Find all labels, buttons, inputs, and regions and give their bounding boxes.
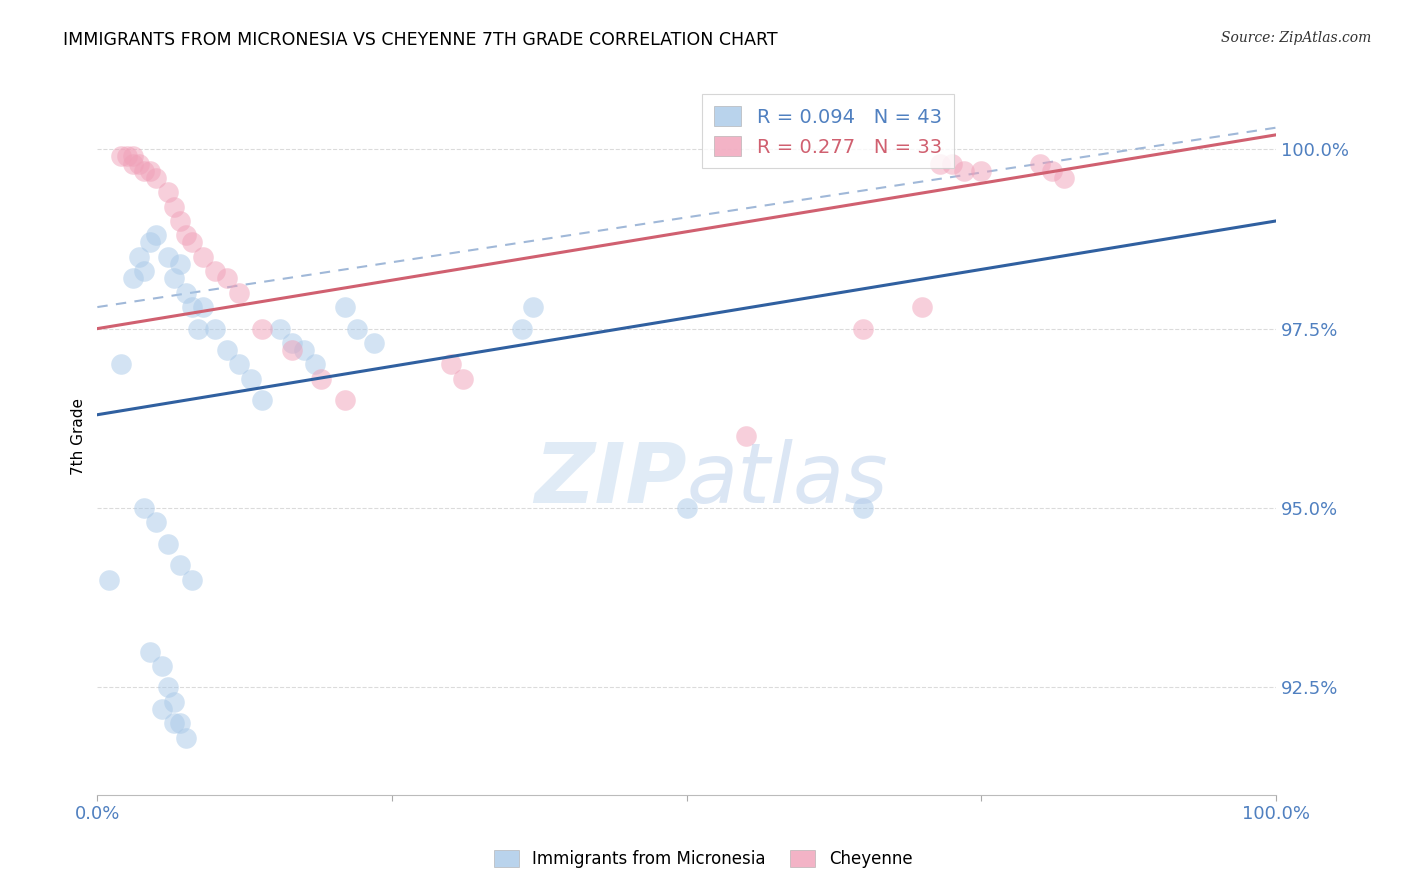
Point [1040, 163, 1063, 178]
Point [269, 321, 291, 335]
Point [121, 156, 143, 170]
Point [852, 501, 875, 516]
Point [451, 372, 474, 386]
Point [163, 716, 186, 731]
Point [139, 163, 162, 178]
Point [134, 163, 156, 178]
Point [228, 358, 250, 372]
Point [174, 731, 197, 745]
Point [157, 537, 180, 551]
Point [174, 228, 197, 243]
Point [970, 163, 993, 178]
Point [121, 271, 143, 285]
Point [204, 264, 226, 278]
Point [929, 156, 952, 170]
Point [174, 285, 197, 300]
Point [145, 228, 167, 243]
Point [281, 343, 304, 358]
Point [128, 250, 150, 264]
Point [193, 300, 215, 314]
Point [110, 358, 132, 372]
Text: IMMIGRANTS FROM MICRONESIA VS CHEYENNE 7TH GRADE CORRELATION CHART: IMMIGRANTS FROM MICRONESIA VS CHEYENNE 7… [63, 31, 778, 49]
Point [215, 271, 238, 285]
Point [363, 335, 385, 350]
Point [522, 300, 544, 314]
Point [169, 558, 191, 573]
Point [333, 393, 356, 408]
Legend: Immigrants from Micronesia, Cheyenne: Immigrants from Micronesia, Cheyenne [486, 843, 920, 875]
Point [150, 702, 173, 716]
Point [128, 156, 150, 170]
Point [440, 358, 463, 372]
Point [163, 200, 186, 214]
Point [180, 573, 202, 587]
Point [169, 257, 191, 271]
Point [304, 358, 326, 372]
Point [157, 186, 180, 200]
Text: Source: ZipAtlas.com: Source: ZipAtlas.com [1220, 31, 1371, 45]
Point [157, 250, 180, 264]
Point [292, 343, 315, 358]
Point [311, 372, 333, 386]
Point [98, 573, 121, 587]
Point [157, 681, 180, 695]
Point [252, 393, 274, 408]
Point [941, 156, 963, 170]
Text: ZIP: ZIP [534, 439, 686, 520]
Point [852, 321, 875, 335]
Point [1029, 156, 1052, 170]
Point [1053, 170, 1076, 185]
Point [134, 501, 156, 516]
Legend: R = 0.094   N = 43, R = 0.277   N = 33: R = 0.094 N = 43, R = 0.277 N = 33 [703, 95, 953, 169]
Point [150, 659, 173, 673]
Point [510, 321, 533, 335]
Point [333, 300, 356, 314]
Point [139, 235, 162, 250]
Point [145, 516, 167, 530]
Text: atlas: atlas [686, 439, 889, 520]
Point [215, 343, 238, 358]
Point [115, 149, 138, 163]
Point [180, 235, 202, 250]
Point [163, 695, 186, 709]
Point [911, 300, 934, 314]
Point [281, 335, 304, 350]
Point [163, 271, 186, 285]
Y-axis label: 7th Grade: 7th Grade [72, 398, 86, 475]
Point [186, 321, 208, 335]
Point [228, 285, 250, 300]
Point [193, 250, 215, 264]
Point [252, 321, 274, 335]
Point [121, 149, 143, 163]
Point [169, 716, 191, 731]
Point [239, 372, 262, 386]
Point [204, 321, 226, 335]
Point [169, 214, 191, 228]
Point [180, 300, 202, 314]
Point [952, 163, 974, 178]
Point [134, 264, 156, 278]
Point [145, 170, 167, 185]
Point [110, 149, 132, 163]
Point [346, 321, 368, 335]
Point [734, 429, 756, 443]
Point [675, 501, 697, 516]
Point [139, 644, 162, 658]
